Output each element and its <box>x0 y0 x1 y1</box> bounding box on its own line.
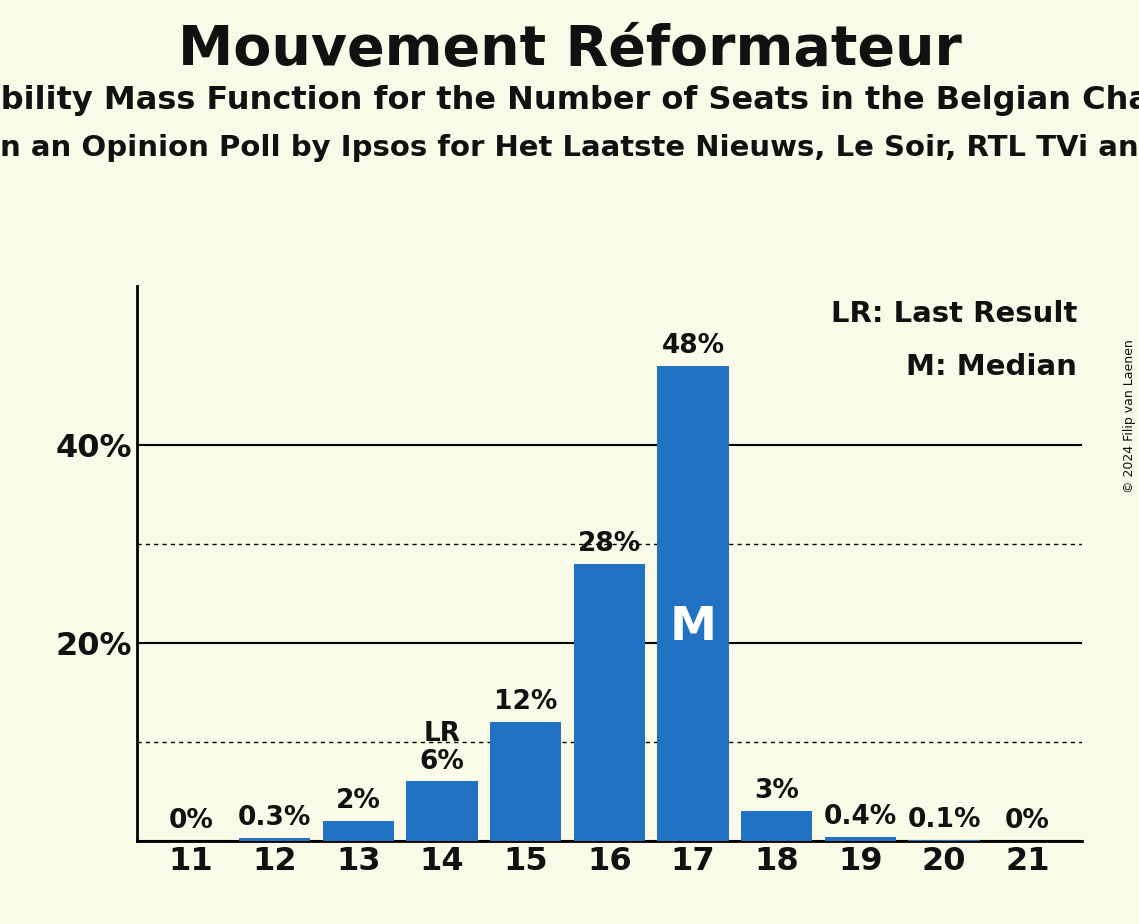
Text: 3%: 3% <box>754 778 800 804</box>
Text: 0%: 0% <box>169 808 213 833</box>
Text: Probability Mass Function for the Number of Seats in the Belgian Chamber: Probability Mass Function for the Number… <box>0 85 1139 116</box>
Bar <box>490 722 562 841</box>
Bar <box>322 821 394 841</box>
Text: 0.4%: 0.4% <box>823 804 898 830</box>
Text: n an Opinion Poll by Ipsos for Het Laatste Nieuws, Le Soir, RTL TVi and VTM, 2–1: n an Opinion Poll by Ipsos for Het Laats… <box>0 134 1139 162</box>
Text: 12%: 12% <box>494 689 557 715</box>
Text: 48%: 48% <box>662 333 724 359</box>
Text: LR: Last Result: LR: Last Result <box>831 300 1077 328</box>
Bar <box>741 811 812 841</box>
Bar <box>657 366 729 841</box>
Text: M: M <box>670 604 716 650</box>
Text: 0%: 0% <box>1006 808 1050 833</box>
Bar <box>825 837 896 841</box>
Bar <box>407 782 477 841</box>
Text: M: Median: M: Median <box>907 353 1077 381</box>
Text: 0.3%: 0.3% <box>238 805 311 831</box>
Text: 28%: 28% <box>577 530 641 556</box>
Bar <box>574 564 645 841</box>
Text: 6%: 6% <box>419 748 465 774</box>
Bar <box>239 838 310 841</box>
Text: 2%: 2% <box>336 788 380 814</box>
Text: © 2024 Filip van Laenen: © 2024 Filip van Laenen <box>1123 339 1137 492</box>
Text: 0.1%: 0.1% <box>908 807 981 833</box>
Bar <box>909 840 980 841</box>
Text: Mouvement Réformateur: Mouvement Réformateur <box>178 23 961 77</box>
Text: LR: LR <box>424 721 460 747</box>
